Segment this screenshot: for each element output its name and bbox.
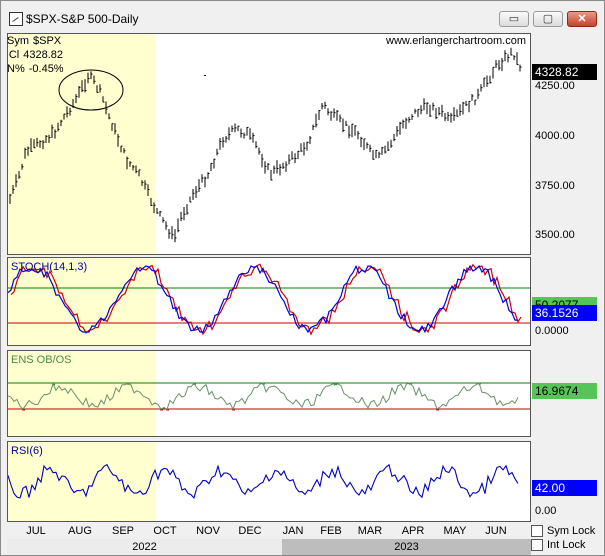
ens-extreme-mark	[436, 409, 439, 411]
highlight-region	[8, 442, 156, 521]
watermark-text: www.erlangerchartroom.com	[385, 35, 526, 47]
cursor-dot	[204, 75, 206, 76]
month-label: MAR	[357, 525, 383, 537]
stoch-chart	[8, 258, 530, 345]
month-label: JUN	[485, 525, 507, 537]
stoch-label: STOCH(14,1,3)	[11, 261, 88, 273]
stoch-panel[interactable]: STOCH(14,1,3)	[7, 257, 531, 346]
price-y-axis: 4328.82 4250.00 4000.00 3750.00 3500.00	[531, 33, 598, 255]
change-value: -0.45%	[28, 63, 64, 75]
restore-button[interactable]: ▢	[533, 11, 563, 27]
stoch-y-axis: 50.2077 36.1526 0.0000	[531, 257, 598, 346]
change-key: N%	[7, 63, 25, 75]
rsi-chart	[8, 442, 519, 521]
ens-label: ENS OB/OS	[11, 354, 72, 366]
month-label: JUL	[26, 525, 46, 537]
chart-app-icon	[9, 12, 23, 26]
window-title: $SPX-S&P 500-Daily	[26, 12, 139, 26]
y-label-3750: 3750.00	[535, 180, 575, 192]
month-label: AUG	[68, 525, 92, 537]
sym-value: $SPX	[33, 35, 62, 47]
ens-extreme-mark	[160, 409, 163, 411]
rsi-zero-label: 0.00	[535, 505, 557, 517]
price-chart: www.erlangerchartroom.com	[8, 34, 526, 254]
annotation-ellipse[interactable]	[58, 69, 124, 111]
close-value: 4328.82	[23, 49, 63, 61]
rsi-value: 42.00	[532, 480, 597, 496]
ens-extreme-mark	[22, 409, 25, 411]
sym-lock-label: Sym Lock	[547, 525, 596, 537]
month-label: SEP	[111, 525, 135, 537]
close-key: Cl	[8, 49, 20, 61]
stoch-zero-label: 0.0000	[535, 325, 569, 337]
checkbox-icon[interactable]	[531, 539, 543, 551]
price-bars	[9, 47, 522, 243]
month-label: MAY	[443, 525, 467, 537]
sym-key: Sym	[7, 35, 29, 47]
int-lock-label: Int Lock	[547, 539, 586, 551]
rsi-y-axis: 42.00 0.00	[531, 441, 598, 522]
checkbox-icon[interactable]	[531, 525, 543, 537]
month-label: FEB	[320, 525, 342, 537]
ens-extreme-mark	[406, 382, 409, 385]
year-bar: 2022 2023	[7, 539, 531, 555]
highlight-region	[8, 258, 156, 345]
month-label: APR	[401, 525, 425, 537]
y-label-4000: 4000.00	[535, 130, 575, 142]
rsi-panel[interactable]: RSI(6)	[7, 441, 531, 522]
ens-panel[interactable]: ENS OB/OS	[7, 350, 531, 437]
month-label: JAN	[282, 525, 304, 537]
month-label: NOV	[196, 525, 220, 537]
ens-chart	[8, 351, 530, 436]
ens-extreme-mark	[334, 383, 337, 386]
year-2022: 2022	[7, 539, 282, 555]
stoch-k-line	[8, 264, 518, 334]
highlight-region	[8, 351, 156, 436]
ens-extreme-mark	[166, 409, 169, 411]
ens-extreme-mark	[232, 409, 235, 411]
sym-lock-checkbox[interactable]: Sym Lock	[531, 525, 595, 537]
rsi-label: RSI(6)	[11, 445, 43, 457]
stoch-value-2: 36.1526	[532, 305, 597, 321]
year-2023: 2023	[282, 539, 531, 555]
minimize-button[interactable]: ▭	[499, 11, 529, 27]
x-axis: JUL AUG SEP OCT NOV DEC JAN FEB MAR APR …	[7, 522, 531, 538]
price-panel[interactable]: www.erlangerchartroom.com	[7, 33, 531, 255]
ens-value: 16.9674	[532, 383, 597, 399]
symbol-info: Sym $SPX Cl 4328.82 N% -0.45%	[7, 34, 64, 76]
int-lock-checkbox[interactable]: Int Lock	[531, 539, 586, 551]
ens-line	[8, 382, 519, 411]
month-label: OCT	[153, 525, 177, 537]
y-label-3500: 3500.00	[535, 229, 575, 241]
y-label-4250: 4250.00	[535, 80, 575, 92]
stoch-d-line	[10, 263, 522, 336]
ens-y-axis: 16.9674	[531, 350, 598, 437]
close-button[interactable]: ✕	[567, 11, 597, 27]
title-bar[interactable]: $SPX-S&P 500-Daily ▭ ▢ ✕	[1, 1, 604, 34]
rsi-line	[8, 463, 519, 499]
month-label: DEC	[238, 525, 262, 537]
last-price-box: 4328.82	[532, 64, 597, 80]
